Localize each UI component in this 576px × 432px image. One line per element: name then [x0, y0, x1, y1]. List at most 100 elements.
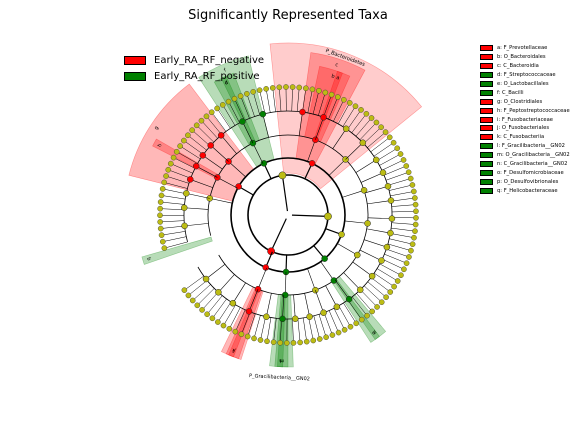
- leaf-node: [284, 340, 290, 346]
- leaf-node: [296, 84, 303, 91]
- leaf-branch: [355, 117, 372, 137]
- taxa-key-swatch: [480, 89, 493, 96]
- taxa-key-item: n: C_Gracilibacteria__GN02: [480, 160, 570, 169]
- level-3-branch: [320, 261, 335, 281]
- highlight-sector-q: [141, 236, 213, 265]
- level-4-node: [183, 190, 190, 197]
- taxa-key-label: f: C_Bacilli: [497, 89, 524, 96]
- level-4-node: [181, 204, 188, 211]
- leaf-branch: [381, 159, 404, 171]
- leaf-branch: [370, 137, 390, 153]
- level-4-node: [199, 152, 207, 159]
- level-4-branch: [190, 179, 213, 188]
- leaf-branch: [390, 233, 415, 238]
- leaf-node: [225, 98, 232, 105]
- leaf-branch: [212, 298, 227, 319]
- taxa-key-item: j: O_Fusobacteriales: [480, 124, 570, 133]
- leaf-branch: [391, 217, 416, 219]
- leaf-node: [358, 316, 365, 323]
- level-4-branch: [210, 145, 229, 162]
- leaf-branch: [173, 157, 196, 169]
- leaf-node: [198, 117, 205, 124]
- leaf-branch: [296, 87, 300, 112]
- leaf-branch: [297, 318, 301, 343]
- taxa-key-swatch: [480, 116, 493, 123]
- level-1-branch: [270, 218, 287, 252]
- level-3-branch: [342, 189, 365, 198]
- level-4-branch: [343, 272, 361, 291]
- leaf-branch: [360, 289, 378, 308]
- level-4-branch: [232, 282, 246, 304]
- level-1-branch: [281, 175, 289, 212]
- leaf-node: [364, 312, 370, 319]
- taxa-key-item: l: F_Gracilibacteria__GN02: [480, 142, 570, 151]
- level-4-node: [207, 142, 214, 149]
- level-3-branch: [307, 139, 316, 162]
- leaf-node: [382, 129, 389, 135]
- level-4-node: [320, 309, 327, 316]
- backbone-arc-3: [207, 134, 369, 296]
- sector-letter-i: i: [232, 347, 236, 353]
- leaf-node: [160, 238, 166, 245]
- level-2-node: [321, 255, 328, 262]
- leaf-node: [413, 215, 419, 221]
- sector-letter-j: j: [233, 347, 237, 353]
- leaf-node: [397, 151, 404, 157]
- leaf-node: [185, 132, 191, 139]
- leaf-branch: [328, 96, 339, 120]
- leaf-node: [407, 175, 414, 182]
- leaf-branch: [390, 191, 414, 197]
- leaf-node: [185, 292, 192, 299]
- leaf-branch: [384, 253, 407, 264]
- leaf-branch: [391, 210, 416, 213]
- sector-letter-q: q: [146, 256, 153, 261]
- level-4-node: [239, 118, 246, 125]
- leaf-branch: [161, 195, 186, 200]
- leaf-node: [237, 93, 244, 99]
- leaf-node: [277, 339, 284, 346]
- level-4-node: [263, 313, 270, 320]
- taxa-key-label: d: F_Streptococcaceae: [497, 72, 556, 79]
- level-4-node: [378, 257, 385, 264]
- level-4-node: [215, 289, 222, 296]
- leaf-branch: [201, 120, 218, 139]
- level-1-node: [324, 212, 332, 221]
- leaf-branch: [170, 163, 193, 174]
- leaf-branch: [279, 87, 282, 112]
- leaf-branch: [367, 281, 387, 298]
- sector-letter-g: g: [153, 125, 160, 131]
- level-4-node: [217, 132, 225, 139]
- legend-swatch-negative: [124, 55, 146, 65]
- leaf-branch: [183, 140, 204, 155]
- level-4-branch: [315, 290, 324, 313]
- level-4-branch: [332, 128, 347, 149]
- leaf-branch: [272, 87, 276, 112]
- leaf-node: [177, 143, 183, 149]
- level-4-branch: [363, 239, 388, 248]
- leaf-branch: [323, 94, 332, 118]
- sector-letter-o: o: [371, 329, 377, 336]
- level-4-node: [356, 286, 364, 294]
- level-4-node: [388, 215, 396, 222]
- leaf-branch: [387, 178, 411, 186]
- legend-label-positive: Early_RA_RF_positive: [154, 70, 260, 82]
- leaf-branch: [370, 277, 391, 293]
- leaf-node: [346, 100, 353, 106]
- taxa-key-swatch: [480, 187, 493, 194]
- leaf-node: [412, 201, 419, 208]
- taxa-key-swatch: [480, 107, 493, 114]
- legend-item-negative: Early_RA_RF_negative: [124, 52, 264, 68]
- leaf-node: [203, 113, 210, 120]
- leaf-node: [411, 188, 417, 195]
- leaf-branch: [376, 148, 398, 161]
- leaf-branch: [259, 90, 266, 114]
- leaf-branch: [351, 113, 367, 133]
- leaf-branch: [333, 308, 345, 330]
- sector-letter-k: k: [231, 347, 236, 354]
- leaf-branch: [241, 311, 251, 335]
- level-4-branch: [218, 274, 235, 293]
- highlight-sector-clade: [269, 42, 423, 189]
- leaf-branch: [302, 317, 307, 342]
- leaf-branch: [160, 201, 185, 205]
